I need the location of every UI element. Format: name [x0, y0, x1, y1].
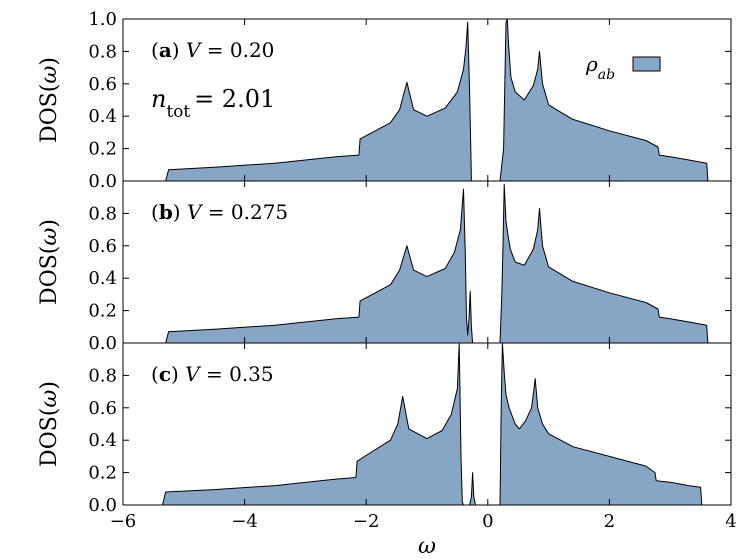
- series-area-1: [165, 183, 709, 343]
- y-tick-label: 0.8: [88, 365, 117, 386]
- panel-1: 0.0 0.2 0.4 0.6 0.8 1.0 DOS(ω) (a) V = 0.20 ntot…: [37, 9, 732, 192]
- panel-annotation: (b) V = 0.275: [151, 200, 288, 224]
- legend: ρab: [585, 52, 661, 83]
- y-tick-label: 0.4: [88, 106, 117, 127]
- y-tick-label: 1.0: [88, 9, 117, 30]
- x-tick-label: −4: [231, 511, 258, 532]
- legend-swatch: [632, 56, 661, 72]
- x-tick-label: 0: [482, 511, 493, 532]
- y-tick-label: 0.8: [88, 203, 117, 224]
- legend-label: ρab: [585, 52, 615, 83]
- y-axis-label: DOS(ω): [37, 219, 62, 305]
- panels-group: 0.0 0.2 0.4 0.6 0.8 1.0 DOS(ω) (a) V = 0.20 ntot…: [37, 9, 737, 532]
- series-area-1: [162, 343, 703, 505]
- x-tick-label: −6: [110, 511, 137, 532]
- y-tick-label: 0.0: [88, 495, 117, 516]
- y-tick-label: 0.2: [88, 301, 117, 322]
- series-area-1: [165, 19, 709, 181]
- x-tick-label: −2: [353, 511, 380, 532]
- x-tick-label: 2: [604, 511, 615, 532]
- y-tick-label: 0.4: [88, 268, 117, 289]
- plot-frame: [122, 342, 732, 506]
- panel-annotation: (a) V = 0.20: [151, 38, 274, 62]
- y-tick-label: 0.6: [88, 236, 117, 257]
- panel-2: 0.0 0.2 0.4 0.6 0.8 DOS(ω) (b) V = 0.275: [37, 180, 732, 354]
- y-axis-label: DOS(ω): [37, 57, 62, 143]
- y-tick-label: 0.4: [88, 430, 117, 451]
- density-annotation: ntot = 2.01: [151, 85, 275, 121]
- x-tick-label: 4: [725, 511, 736, 532]
- y-tick-label: 0.0: [88, 171, 117, 192]
- y-tick-label: 0.2: [88, 139, 117, 160]
- y-tick-label: 0.2: [88, 463, 117, 484]
- y-tick-label: 0.6: [88, 398, 117, 419]
- y-tick-label: 0.6: [88, 74, 117, 95]
- y-axis-label: DOS(ω): [37, 381, 62, 467]
- panel-3: 0.0 0.2 0.4 0.6 0.8 −6 −4 −2 0 2 4 DOS(ω) (c) V = 0.…: [37, 342, 737, 532]
- y-tick-label: 0.0: [88, 333, 117, 354]
- panel-annotation: (c) V = 0.35: [151, 362, 274, 386]
- x-axis-label: ω: [418, 534, 436, 559]
- y-tick-label: 0.8: [88, 41, 117, 62]
